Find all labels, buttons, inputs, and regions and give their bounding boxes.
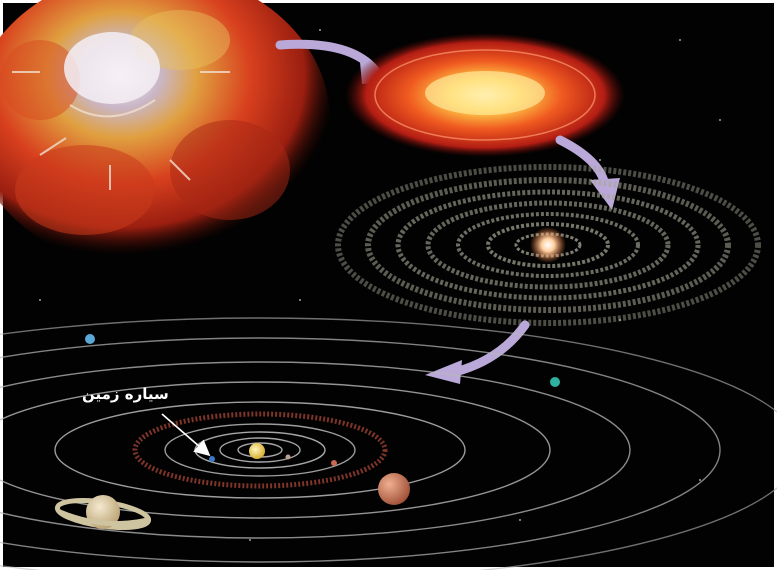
sun <box>249 443 265 459</box>
planet-neptune <box>85 334 95 344</box>
earth-label: سیاره زمین <box>82 385 169 403</box>
planet-mars <box>331 460 337 466</box>
planet-saturn <box>54 495 152 530</box>
planet-mercury <box>285 454 291 460</box>
planet-earth <box>209 456 215 462</box>
pointer-arrow-icon <box>161 413 211 457</box>
collapsing-nebula <box>0 0 330 270</box>
young-star <box>530 227 566 263</box>
star-field <box>39 29 721 541</box>
planet-orbits <box>0 317 777 570</box>
planet-jupiter <box>378 473 410 505</box>
ringed-accretion-disk <box>335 164 761 326</box>
protoplanetary-disk <box>345 33 625 157</box>
planet-uranus <box>550 377 560 387</box>
